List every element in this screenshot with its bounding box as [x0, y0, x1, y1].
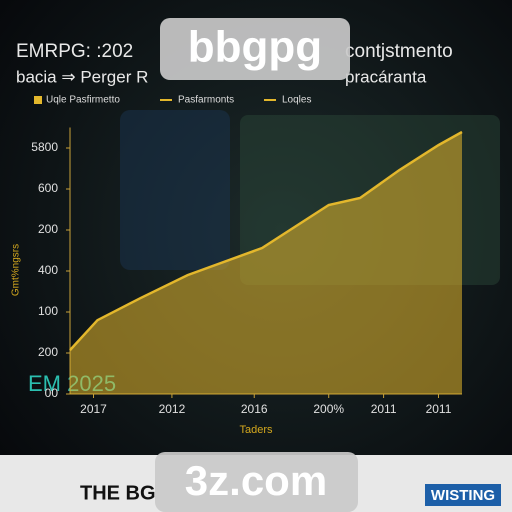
y-tick-label: 100 — [38, 304, 58, 318]
y-axis-label: Gmt%ngsrs — [11, 244, 22, 296]
x-tick-label: 2011 — [426, 402, 452, 416]
watermark-box — [155, 452, 358, 512]
y-tick-label: 5800 — [31, 140, 58, 154]
subtitle: pracáranta — [345, 67, 427, 86]
watermark: bbgpg — [188, 23, 322, 72]
footer-text: THE BG — [80, 482, 156, 504]
subtitle: bacia ⇒ Perger R — [16, 67, 148, 86]
y-tick-label: 00 — [45, 386, 59, 400]
x-axis-label: Taders — [239, 424, 273, 436]
blurred-screen — [120, 110, 230, 270]
y-tick-label: 400 — [38, 263, 58, 277]
legend-label: Uqle Pasfirmetto — [46, 95, 120, 106]
title: EMRPG: :202 — [16, 41, 133, 62]
x-tick-label: 200% — [313, 402, 344, 416]
footer-text: WISTING — [431, 487, 495, 504]
x-tick-label: 2017 — [80, 402, 107, 416]
y-tick-label: 200 — [38, 222, 58, 236]
footer-badge — [425, 484, 501, 506]
y-tick-label: 200 — [38, 345, 58, 359]
title: contjstmento — [345, 41, 453, 62]
legend-label: Pasfarmonts — [178, 95, 234, 106]
x-tick-label: 2012 — [159, 402, 186, 416]
watermark-group: 3z.com — [155, 452, 358, 512]
legend-label: Loqles — [282, 95, 311, 106]
y-tick-label: 600 — [38, 181, 58, 195]
watermark: 3z.com — [185, 457, 327, 504]
line — [69, 130, 463, 351]
watermark-box — [160, 18, 350, 80]
legend-swatch — [34, 96, 42, 104]
area — [70, 132, 462, 394]
x-tick-label: 2016 — [241, 402, 268, 416]
x-tick-label: 2011 — [371, 402, 397, 416]
